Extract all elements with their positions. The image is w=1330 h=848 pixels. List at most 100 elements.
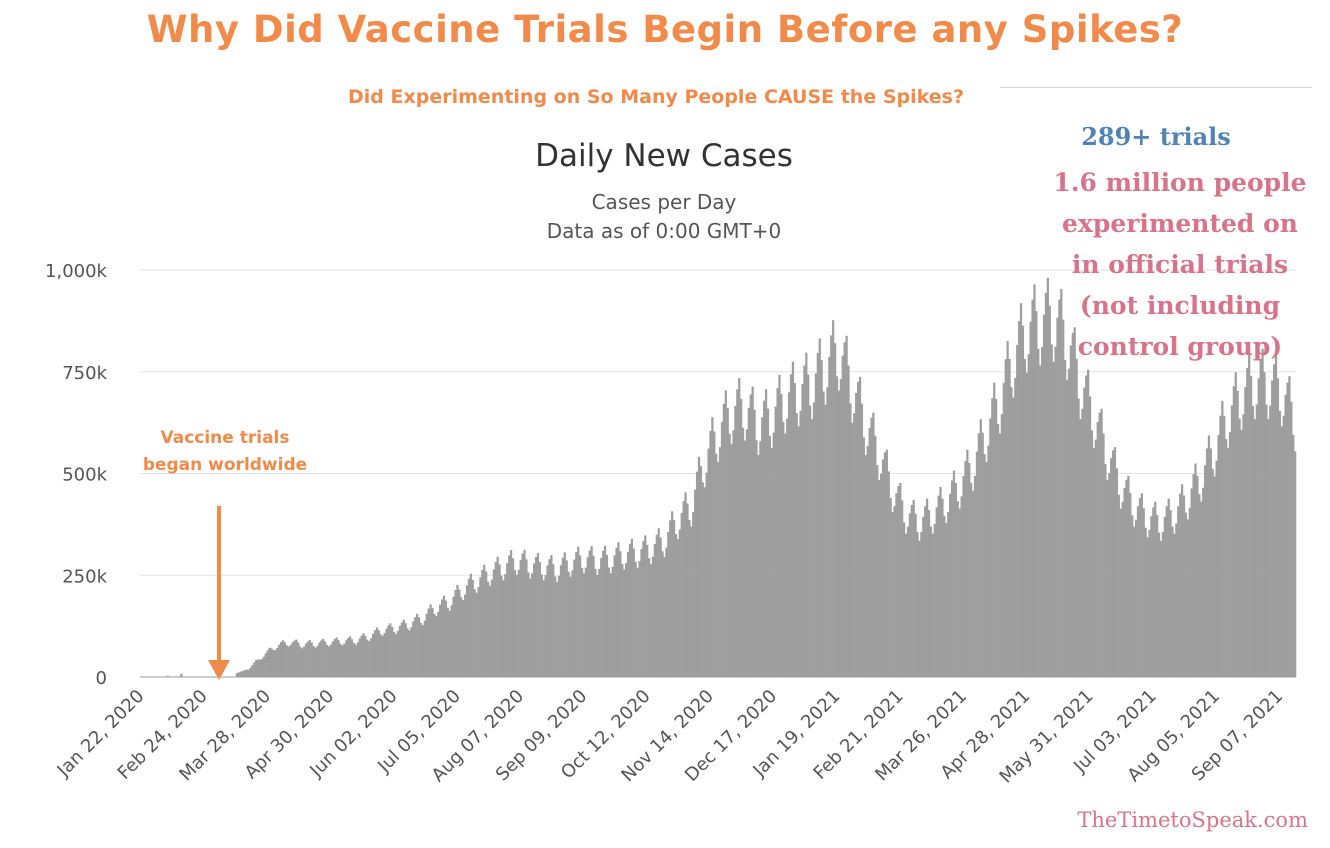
bar	[826, 387, 829, 677]
bar	[1284, 394, 1287, 677]
bar	[695, 471, 699, 677]
bar	[498, 564, 501, 677]
bar	[600, 558, 603, 677]
bar	[812, 402, 816, 677]
bar	[1198, 494, 1201, 677]
bar	[1182, 495, 1186, 677]
bar	[617, 542, 620, 677]
bar	[728, 433, 731, 677]
bar	[237, 672, 240, 677]
bar	[690, 526, 693, 677]
bar	[1021, 325, 1025, 677]
bar	[697, 456, 701, 677]
bar	[398, 626, 402, 677]
bar	[381, 635, 384, 677]
bar	[860, 403, 864, 677]
bar	[979, 419, 982, 677]
bar	[795, 413, 798, 677]
bar	[977, 433, 980, 677]
bar	[1037, 348, 1040, 677]
bar	[674, 533, 678, 677]
bar	[810, 419, 814, 677]
bar	[260, 659, 263, 677]
bar	[770, 447, 773, 677]
bar	[588, 550, 591, 677]
bar	[1035, 311, 1038, 677]
bar	[1102, 433, 1105, 677]
bar	[782, 421, 785, 677]
bar	[1075, 358, 1078, 677]
bar	[672, 520, 676, 677]
bar	[962, 475, 965, 677]
bar	[1098, 412, 1101, 677]
bar	[1088, 396, 1092, 677]
bar	[289, 645, 292, 677]
bar	[763, 400, 766, 677]
bar	[1209, 448, 1212, 677]
bar	[258, 659, 262, 677]
bar	[891, 512, 894, 677]
bar	[703, 487, 706, 677]
bar	[1286, 382, 1289, 677]
bar	[1081, 408, 1084, 677]
bar	[1154, 501, 1157, 677]
bar	[1121, 501, 1124, 677]
bar	[1175, 523, 1178, 677]
bar	[1094, 439, 1097, 677]
bar	[605, 554, 609, 677]
bar	[872, 412, 875, 677]
bar	[847, 365, 850, 677]
bar	[1161, 532, 1165, 677]
bar	[1087, 369, 1090, 677]
bar	[1273, 364, 1276, 677]
bar	[655, 534, 658, 677]
bar	[1180, 484, 1184, 677]
subheadline: Did Experimenting on So Many People CAUS…	[348, 86, 964, 108]
bar	[856, 381, 860, 677]
bar	[881, 459, 885, 677]
bar	[425, 613, 428, 677]
bar	[845, 335, 848, 677]
bar	[901, 500, 904, 677]
y-tick-label: 250k	[62, 566, 107, 587]
bar	[676, 539, 679, 677]
bar	[646, 544, 649, 677]
bar	[625, 563, 628, 677]
bar	[935, 507, 938, 677]
bar	[1033, 284, 1036, 677]
bar	[1140, 493, 1143, 677]
bar	[732, 430, 735, 677]
bar	[910, 504, 913, 677]
bar	[295, 639, 298, 677]
bar	[868, 427, 871, 677]
bar	[916, 532, 919, 677]
bar	[439, 604, 442, 677]
bar	[569, 576, 572, 677]
bar	[791, 361, 795, 677]
bar	[291, 642, 294, 677]
bar	[1042, 314, 1046, 677]
people-experimented-note: 1.6 million people experimented on in of…	[1053, 168, 1307, 361]
bar	[851, 422, 854, 677]
bar	[1167, 498, 1170, 677]
bar	[1253, 419, 1257, 677]
bar	[272, 649, 275, 677]
bar	[757, 454, 760, 677]
bar	[1138, 498, 1142, 677]
bar	[1271, 380, 1274, 677]
bar	[933, 523, 936, 677]
bar	[268, 647, 271, 677]
bar	[611, 566, 614, 677]
bar	[740, 398, 743, 677]
bar	[866, 446, 869, 677]
bar	[492, 569, 495, 677]
bar	[1240, 429, 1243, 677]
bar	[738, 378, 741, 677]
bar	[383, 633, 386, 677]
bar	[927, 510, 931, 677]
bar	[1023, 359, 1026, 677]
bar	[1219, 415, 1222, 677]
bar	[924, 506, 927, 677]
bar	[421, 625, 425, 677]
bar	[255, 660, 258, 677]
